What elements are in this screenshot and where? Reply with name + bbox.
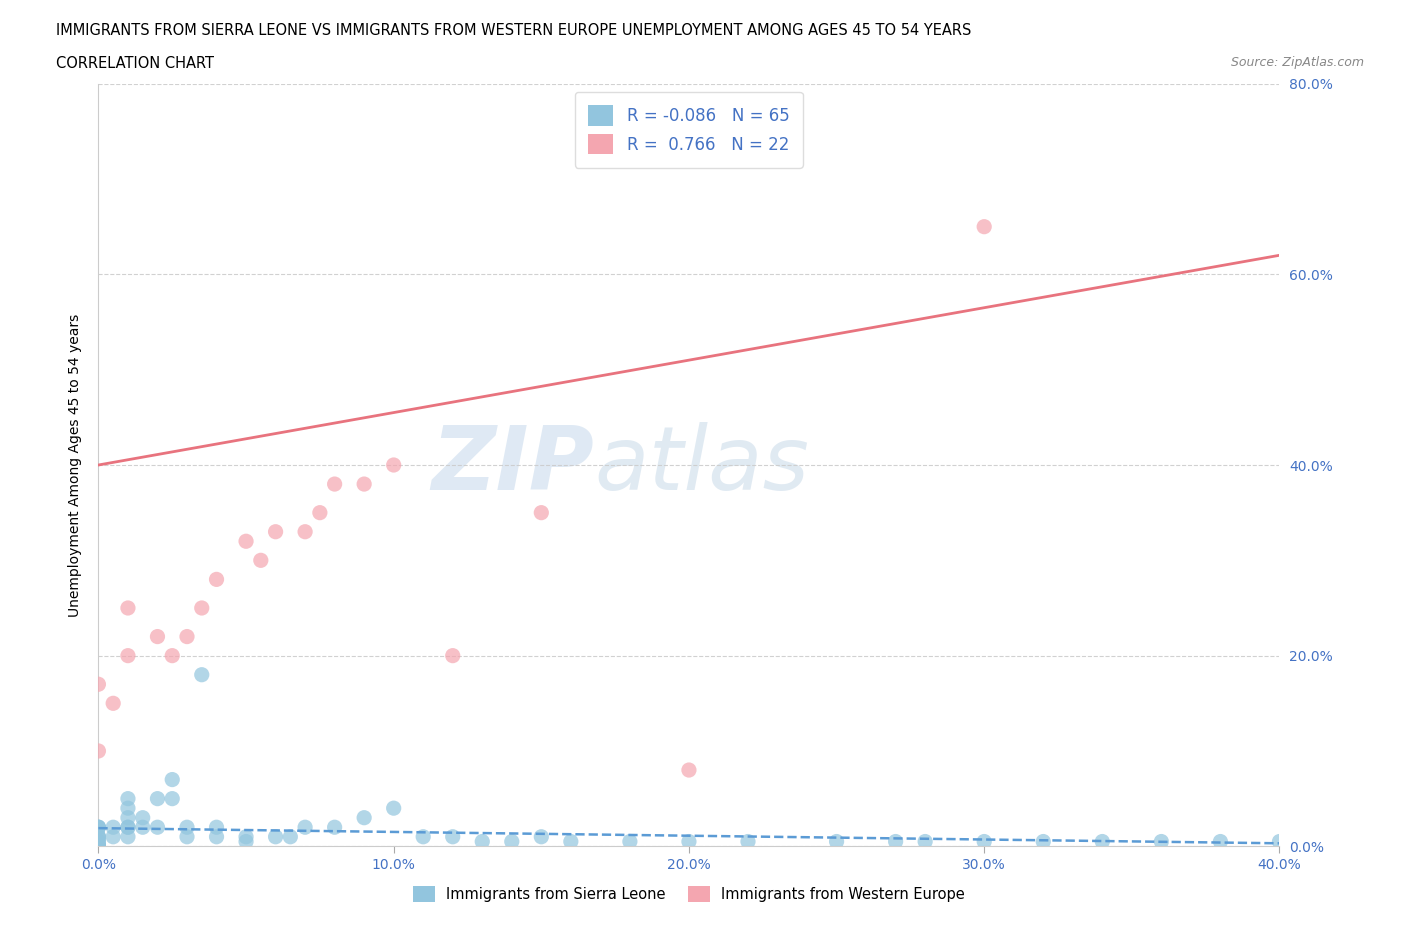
Point (264, 830, 287, 844)
Point (87, 839, 110, 854)
Point (530, 505, 553, 520)
Point (117, 791, 139, 806)
Point (441, 830, 464, 844)
Point (103, 696, 125, 711)
Point (382, 801, 405, 816)
Point (501, 834, 523, 849)
Point (176, 830, 198, 844)
Point (560, 834, 582, 849)
Point (441, 648, 464, 663)
Point (87, 744, 110, 759)
Point (87, 839, 110, 854)
Point (294, 820, 316, 835)
Point (884, 834, 907, 849)
Point (235, 830, 257, 844)
Point (162, 648, 183, 663)
Point (250, 553, 273, 568)
Point (87, 834, 110, 849)
Point (471, 834, 494, 849)
Point (278, 830, 302, 844)
Point (87, 830, 110, 844)
Point (412, 830, 434, 844)
Y-axis label: Unemployment Among Ages 45 to 54 years: Unemployment Among Ages 45 to 54 years (69, 313, 83, 617)
Point (117, 810, 139, 825)
Point (87, 839, 110, 854)
Legend: Immigrants from Sierra Leone, Immigrants from Western Europe: Immigrants from Sierra Leone, Immigrants… (406, 880, 972, 908)
Point (117, 648, 139, 663)
Point (678, 763, 700, 777)
Point (117, 801, 139, 816)
Point (87, 820, 110, 835)
Text: atlas: atlas (595, 422, 810, 508)
Point (146, 791, 169, 806)
Point (1091, 834, 1114, 849)
Text: CORRELATION CHART: CORRELATION CHART (56, 56, 214, 71)
Point (191, 668, 214, 683)
Point (117, 820, 139, 835)
Point (117, 820, 139, 835)
Point (264, 525, 287, 539)
Point (1032, 834, 1054, 849)
Point (205, 830, 228, 844)
Point (87, 839, 110, 854)
Point (619, 834, 641, 849)
Point (191, 601, 214, 616)
Point (353, 477, 375, 492)
Point (87, 839, 110, 854)
Point (87, 839, 110, 854)
Point (530, 830, 553, 844)
Point (87, 677, 110, 692)
Point (176, 820, 198, 835)
Point (87, 839, 110, 854)
Point (235, 534, 257, 549)
Point (87, 839, 110, 854)
Point (294, 525, 316, 539)
Point (309, 505, 332, 520)
Point (87, 839, 110, 854)
Point (235, 834, 257, 849)
Point (87, 839, 110, 854)
Point (162, 791, 183, 806)
Point (323, 477, 346, 492)
Text: Source: ZipAtlas.com: Source: ZipAtlas.com (1230, 56, 1364, 69)
Point (205, 820, 228, 835)
Point (162, 772, 183, 787)
Point (825, 834, 848, 849)
Point (87, 830, 110, 844)
Point (146, 820, 169, 835)
Point (382, 458, 405, 472)
Point (87, 839, 110, 854)
Point (117, 830, 139, 844)
Point (103, 830, 125, 844)
Text: IMMIGRANTS FROM SIERRA LEONE VS IMMIGRANTS FROM WESTERN EUROPE UNEMPLOYMENT AMON: IMMIGRANTS FROM SIERRA LEONE VS IMMIGRAN… (56, 23, 972, 38)
Point (87, 830, 110, 844)
Point (117, 601, 139, 616)
Point (87, 820, 110, 835)
Text: ZIP: ZIP (432, 421, 595, 509)
Point (1209, 834, 1232, 849)
Point (914, 834, 936, 849)
Point (973, 834, 995, 849)
Point (176, 630, 198, 644)
Point (353, 810, 375, 825)
Point (87, 839, 110, 854)
Point (973, 219, 995, 234)
Point (132, 810, 155, 825)
Point (1268, 834, 1291, 849)
Point (87, 834, 110, 849)
Point (132, 820, 155, 835)
Point (146, 630, 169, 644)
Point (1150, 834, 1173, 849)
Point (737, 834, 759, 849)
Point (205, 572, 228, 587)
Point (103, 820, 125, 835)
Point (678, 834, 700, 849)
Point (87, 820, 110, 835)
Point (323, 820, 346, 835)
